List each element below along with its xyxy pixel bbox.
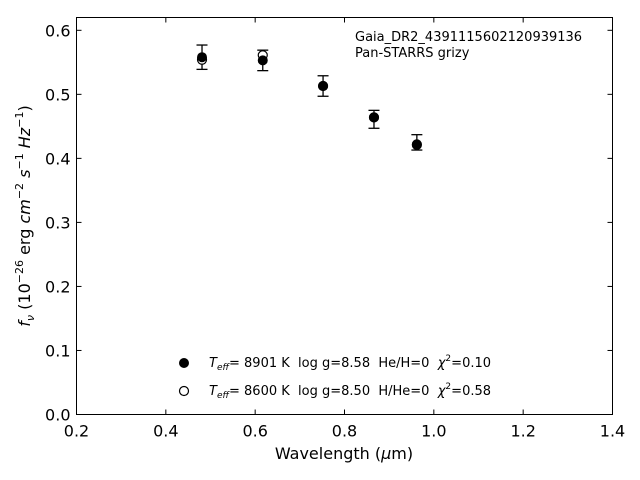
object-name: Gaia_DR2_4391115602120939136 — [355, 30, 582, 45]
y-tick-label: 0.4 — [45, 149, 70, 168]
x-tick-label: 1.4 — [600, 422, 625, 441]
legend-2-teff: 8600 K — [244, 384, 290, 399]
y-tick-label: 0.0 — [45, 406, 70, 425]
y-tick-label: 0.3 — [45, 213, 70, 232]
plot-frame — [76, 17, 613, 415]
legend-1-teff: 8901 K — [244, 356, 290, 371]
model-point-filled — [318, 81, 329, 92]
y-tick-label: 0.5 — [45, 85, 70, 104]
legend: Teff= 8901 K log g=8.58 He/H=0 χ2=0.10 T… — [178, 354, 491, 401]
data-markers — [196, 50, 422, 151]
legend-1-chi2: 0.10 — [462, 356, 491, 371]
legend-1-logg: log g=8.58 — [298, 356, 370, 371]
x-tick-label: 1.2 — [510, 422, 535, 441]
model-point-filled — [368, 112, 379, 123]
x-axis-title: Wavelength (μm) — [275, 444, 413, 463]
photometry-survey: Pan-STARRS grizy — [355, 46, 470, 61]
legend-marker-filled — [179, 358, 189, 368]
legend-entry-2: Teff= 8600 K log g=8.50 H/He=0 χ2=0.58 — [209, 382, 491, 401]
y-tick-label: 0.1 — [45, 341, 70, 360]
legend-2-chi2: 0.58 — [462, 384, 491, 399]
y-tick-label: 0.6 — [45, 21, 70, 40]
x-axis-title-main: Wavelength ( — [275, 444, 381, 463]
y-axis-title: fν (10−26 erg cm−2 s−1 Hz−1) — [13, 105, 37, 326]
legend-1-comp: He/H=0 — [378, 356, 429, 371]
legend-entry-1: Teff= 8901 K log g=8.58 He/H=0 χ2=0.10 — [209, 354, 491, 373]
model-point-filled — [197, 52, 208, 63]
x-tick-label: 1.0 — [421, 422, 446, 441]
legend-2-comp: H/He=0 — [378, 384, 429, 399]
y-tick-labels: 0.0 0.1 0.2 0.3 0.4 0.5 0.6 — [45, 21, 70, 424]
x-tick-label: 0.4 — [153, 422, 178, 441]
model-point-filled — [411, 139, 422, 150]
x-tick-labels: 0.2 0.4 0.6 0.8 1.0 1.2 1.4 — [64, 422, 625, 441]
axis-ticks — [76, 17, 613, 415]
x-tick-label: 0.8 — [332, 422, 357, 441]
x-tick-label: 0.2 — [64, 422, 89, 441]
y-tick-label: 0.2 — [45, 277, 70, 296]
x-tick-label: 0.6 — [242, 422, 267, 441]
legend-marker-open — [178, 385, 190, 397]
legend-2-logg: log g=8.50 — [298, 384, 370, 399]
model-point-filled — [257, 55, 268, 66]
